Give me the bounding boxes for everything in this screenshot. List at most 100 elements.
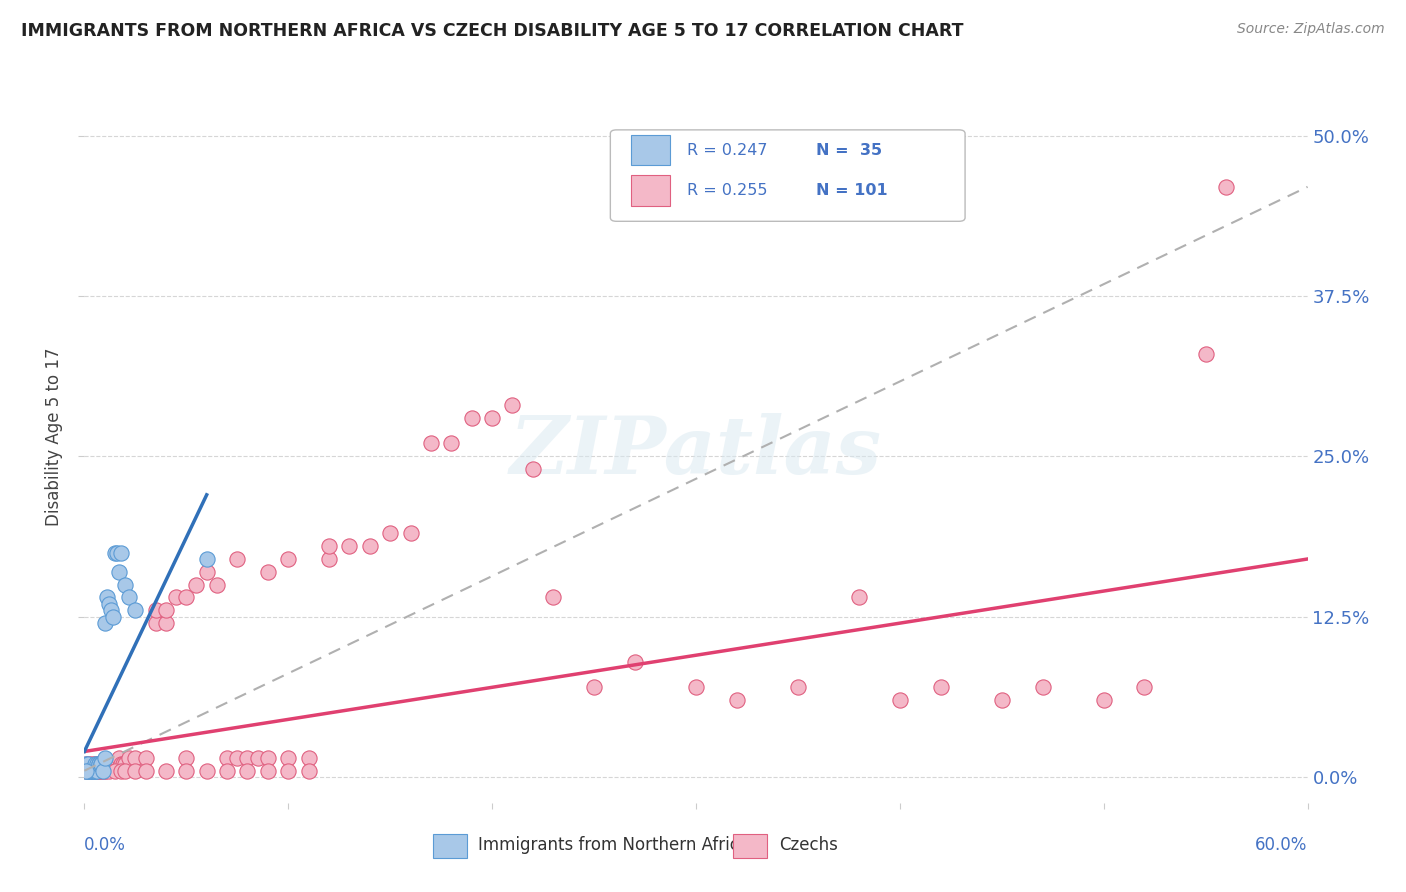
- Point: [318, 552, 340, 566]
- Point: [118, 591, 141, 605]
- Point: [75, 764, 97, 778]
- Point: [83, 764, 105, 778]
- Point: [685, 681, 707, 695]
- Text: R = 0.247: R = 0.247: [688, 143, 768, 158]
- Point: [114, 764, 136, 778]
- Point: [217, 764, 239, 778]
- Point: [82, 764, 104, 778]
- Point: [624, 655, 647, 669]
- Point: [1133, 681, 1156, 695]
- Text: 0.0%: 0.0%: [84, 836, 127, 854]
- Point: [83, 757, 105, 772]
- Point: [124, 603, 146, 617]
- Point: [90, 757, 112, 772]
- Text: 60.0%: 60.0%: [1256, 836, 1308, 854]
- Point: [257, 565, 280, 579]
- Point: [246, 751, 269, 765]
- Point: [77, 757, 100, 772]
- Point: [114, 577, 136, 591]
- Point: [83, 764, 105, 778]
- Point: [787, 681, 810, 695]
- Point: [77, 764, 100, 778]
- Point: [83, 757, 105, 772]
- Point: [112, 757, 135, 772]
- Point: [87, 757, 110, 772]
- Point: [90, 757, 112, 772]
- Point: [543, 591, 565, 605]
- Point: [110, 757, 132, 772]
- Point: [339, 539, 361, 553]
- Point: [82, 764, 104, 778]
- Point: [124, 764, 146, 778]
- Text: IMMIGRANTS FROM NORTHERN AFRICA VS CZECH DISABILITY AGE 5 TO 17 CORRELATION CHAR: IMMIGRANTS FROM NORTHERN AFRICA VS CZECH…: [21, 22, 963, 40]
- Point: [83, 764, 105, 778]
- Point: [90, 764, 112, 778]
- Point: [86, 757, 108, 772]
- Point: [93, 757, 115, 772]
- Point: [277, 751, 299, 765]
- Point: [93, 764, 115, 778]
- Point: [75, 757, 97, 772]
- Point: [174, 751, 197, 765]
- Point: [318, 539, 340, 553]
- Point: [91, 764, 114, 778]
- Point: [257, 751, 280, 765]
- Point: [725, 693, 748, 707]
- Point: [174, 591, 197, 605]
- Text: N = 101: N = 101: [815, 183, 887, 198]
- Point: [79, 764, 101, 778]
- Point: [1092, 693, 1115, 707]
- Point: [236, 751, 259, 765]
- Text: R = 0.255: R = 0.255: [688, 183, 768, 198]
- Point: [226, 552, 249, 566]
- Point: [75, 757, 97, 772]
- Point: [75, 764, 97, 778]
- Point: [104, 545, 127, 559]
- Point: [79, 764, 101, 778]
- Point: [87, 757, 110, 772]
- Text: Immigrants from Northern Africa: Immigrants from Northern Africa: [478, 836, 749, 855]
- Point: [93, 751, 115, 765]
- Point: [481, 410, 503, 425]
- Point: [100, 757, 122, 772]
- Point: [82, 764, 104, 778]
- Point: [101, 757, 124, 772]
- Point: [145, 603, 167, 617]
- Point: [929, 681, 952, 695]
- Point: [226, 751, 249, 765]
- Point: [110, 764, 132, 778]
- Point: [124, 751, 146, 765]
- Point: [195, 764, 218, 778]
- Point: [186, 577, 208, 591]
- Point: [96, 757, 118, 772]
- Point: [86, 757, 108, 772]
- Point: [165, 591, 187, 605]
- Point: [105, 757, 128, 772]
- Point: [77, 764, 100, 778]
- Point: [90, 757, 112, 772]
- Point: [75, 764, 97, 778]
- Point: [108, 565, 131, 579]
- Point: [461, 410, 484, 425]
- Point: [118, 751, 141, 765]
- Point: [298, 764, 321, 778]
- Point: [217, 751, 239, 765]
- Point: [1195, 346, 1218, 360]
- Point: [110, 545, 132, 559]
- Point: [522, 462, 544, 476]
- Point: [79, 757, 101, 772]
- Point: [77, 764, 100, 778]
- FancyBboxPatch shape: [433, 834, 467, 858]
- Point: [100, 603, 122, 617]
- Point: [195, 565, 218, 579]
- Point: [79, 764, 101, 778]
- Point: [77, 757, 100, 772]
- Point: [87, 757, 110, 772]
- Point: [848, 591, 870, 605]
- Point: [380, 526, 402, 541]
- Point: [104, 764, 127, 778]
- Point: [155, 616, 177, 631]
- FancyBboxPatch shape: [631, 175, 671, 206]
- Point: [79, 764, 101, 778]
- Y-axis label: Disability Age 5 to 17: Disability Age 5 to 17: [45, 348, 63, 526]
